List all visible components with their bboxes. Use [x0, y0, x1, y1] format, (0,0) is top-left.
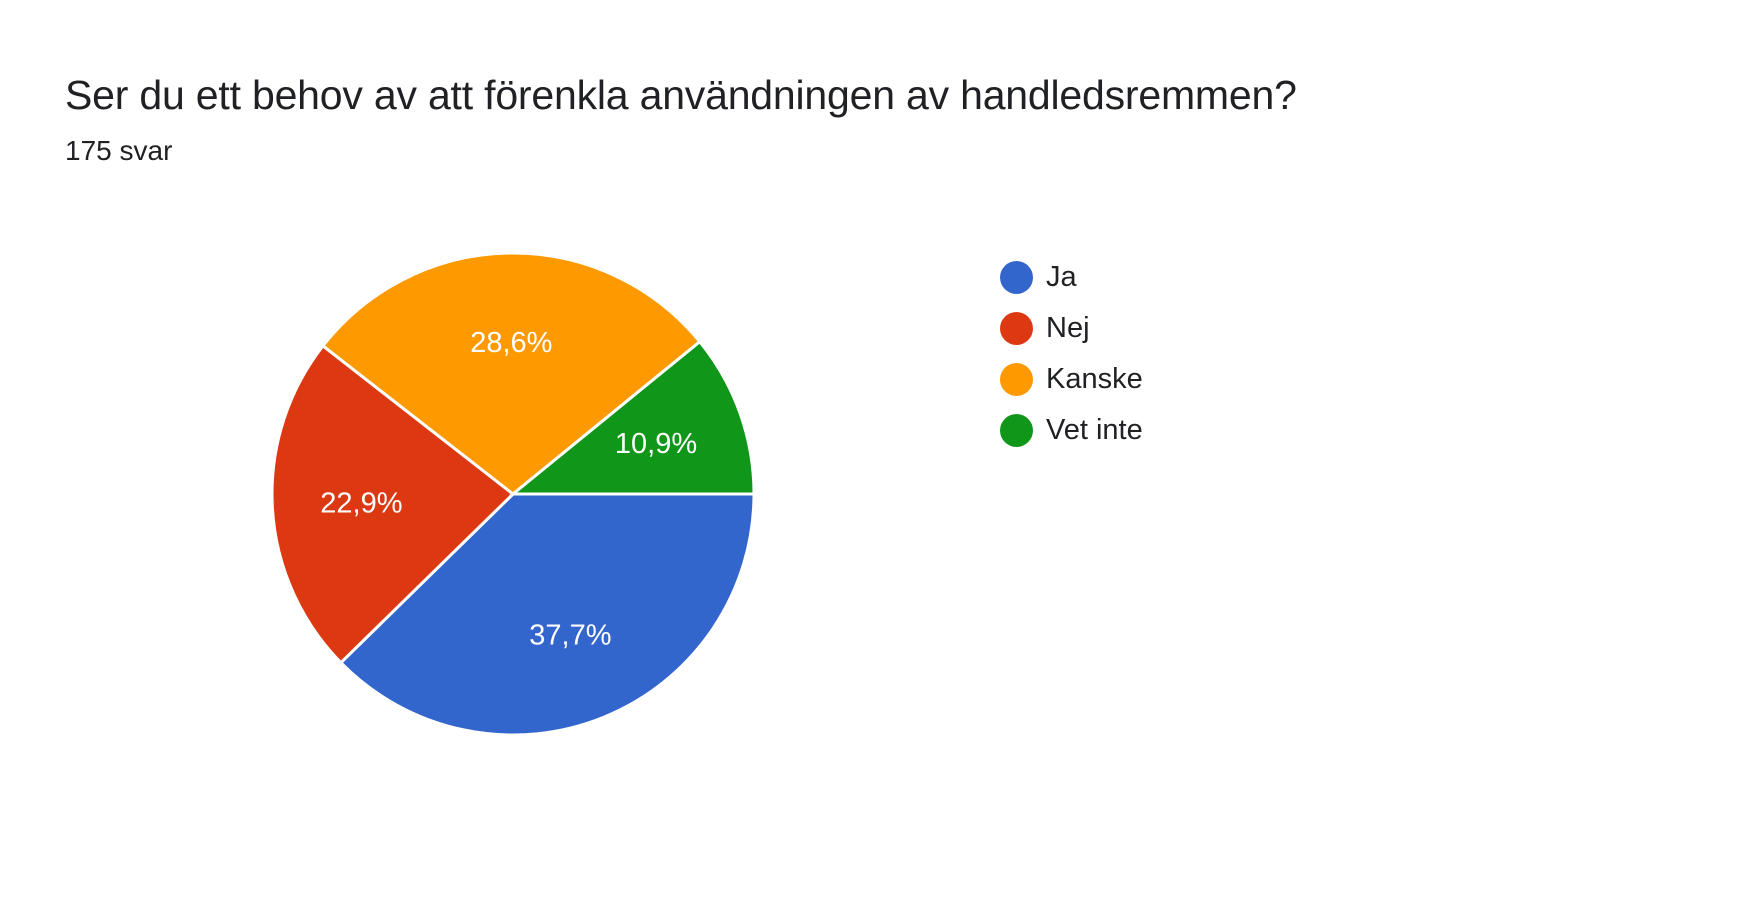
- legend-dot-icon: [1000, 312, 1033, 345]
- pie-slice-kanske[interactable]: [320, 251, 702, 496]
- pie-slice-nej[interactable]: [270, 343, 516, 665]
- pie-slice-ja[interactable]: [338, 492, 756, 737]
- chart-title: Ser du ett behov av att förenkla användn…: [65, 72, 1297, 118]
- legend-item-nej[interactable]: Nej: [1000, 303, 1143, 354]
- legend-dot-icon: [1000, 414, 1033, 447]
- slice-percent-label: 28,6%: [470, 327, 552, 359]
- legend-dot-icon: [1000, 261, 1033, 294]
- legend-label: Kanske: [1046, 363, 1143, 395]
- legend-item-vet-inte[interactable]: Vet inte: [1000, 405, 1143, 456]
- slice-percent-label: 10,9%: [615, 428, 697, 460]
- legend-label: Vet inte: [1046, 414, 1143, 446]
- chart-legend: Ja Nej Kanske Vet inte: [1000, 252, 1143, 456]
- pie-slice-vet-inte[interactable]: [508, 339, 756, 496]
- slice-percent-label: 22,9%: [320, 488, 402, 520]
- slice-percent-label: 37,7%: [529, 620, 611, 652]
- legend-item-kanske[interactable]: Kanske: [1000, 354, 1143, 405]
- legend-item-ja[interactable]: Ja: [1000, 252, 1143, 303]
- legend-label: Nej: [1046, 312, 1090, 344]
- legend-label: Ja: [1046, 261, 1077, 293]
- legend-dot-icon: [1000, 363, 1033, 396]
- response-count: 175 svar: [65, 135, 173, 166]
